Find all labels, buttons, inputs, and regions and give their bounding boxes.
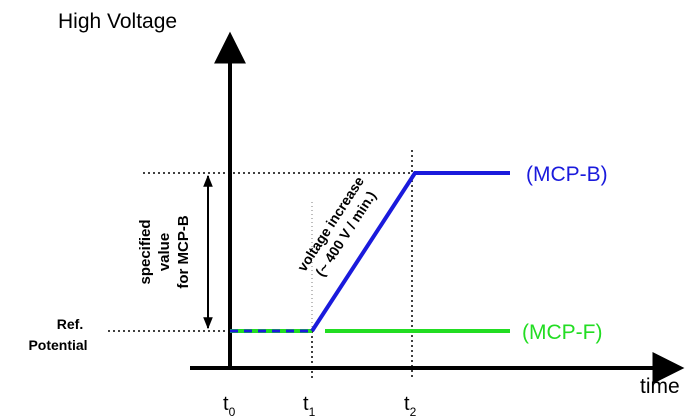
tick-t1: t1 — [303, 393, 316, 419]
tick-t0-sub: 0 — [229, 405, 236, 419]
tick-t2-base: t — [404, 393, 410, 415]
y-axis-label: High Voltage — [58, 10, 177, 33]
tick-t1-base: t — [303, 393, 309, 415]
specified-value-line2: value — [156, 233, 173, 271]
tick-t0: t0 — [223, 393, 236, 419]
specified-value-label: specified value for MCP-B — [137, 215, 192, 288]
specified-value-line1: specified — [137, 219, 154, 284]
mcp-b-label: (MCP-B) — [526, 163, 608, 186]
tick-t0-base: t — [223, 393, 229, 415]
x-axis-label: time — [640, 375, 680, 398]
mcp-f-label: (MCP-F) — [522, 321, 602, 344]
mcp-b-ramp-line — [310, 171, 510, 333]
ref-potential-label-line2: Potential — [28, 337, 87, 353]
ramp-label: voltage increase (~ 400 V / min.) — [294, 173, 379, 279]
tick-t2-sub: 2 — [410, 405, 417, 419]
ref-potential-label-line1: Ref. — [57, 316, 83, 332]
tick-t1-sub: 1 — [309, 405, 316, 419]
tick-t2: t2 — [404, 393, 417, 419]
specified-value-line3: for MCP-B — [175, 215, 192, 288]
